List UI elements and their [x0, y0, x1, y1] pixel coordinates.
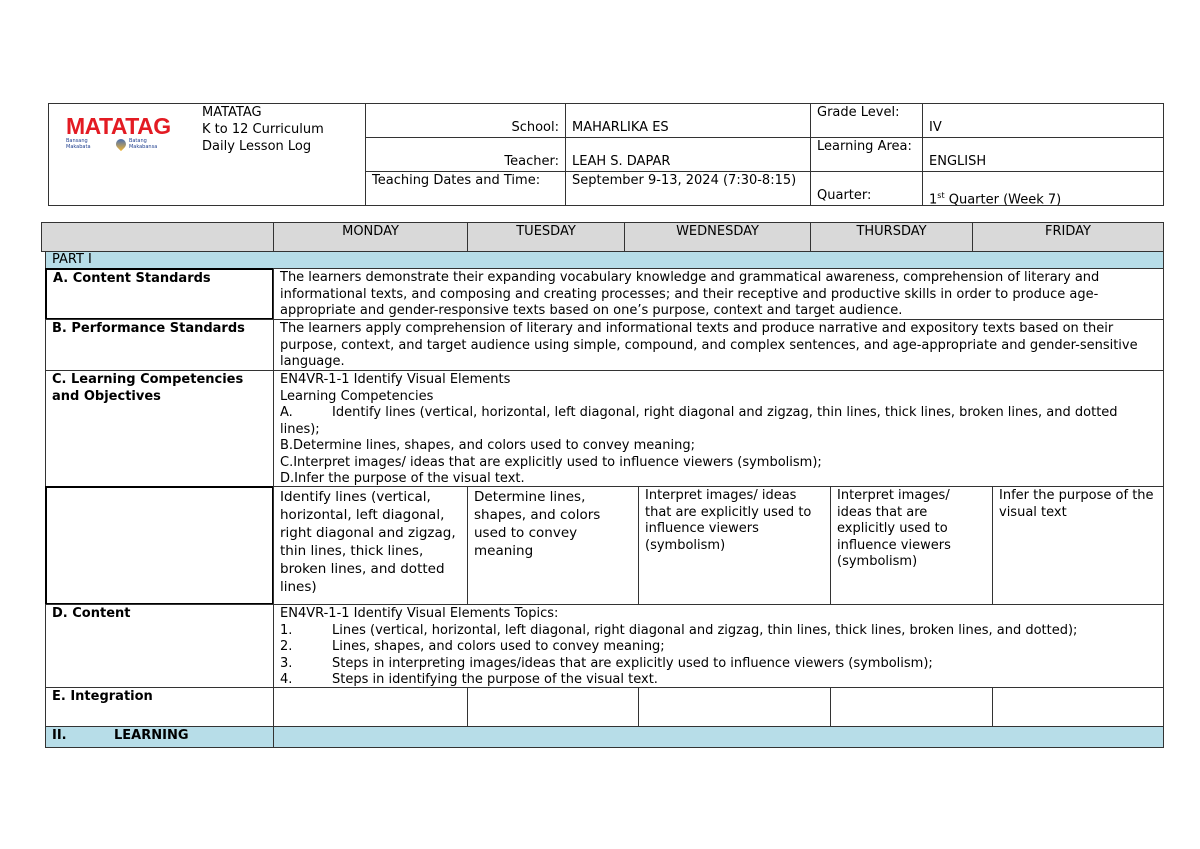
logo-wordmark: MATATAG [66, 113, 171, 139]
competency-c: C.Interpret images/ ideas that are expli… [280, 454, 822, 470]
dates-label: Teaching Dates and Time: [365, 171, 566, 206]
content-standards-label: A. Content Standards [45, 268, 274, 320]
school-label: School: [365, 103, 566, 138]
content-item: 1. Lines (vertical, horizontal, left diag… [280, 622, 1078, 638]
learning-row [273, 726, 1164, 748]
dates-value: September 9-13, 2024 (7:30-8:15) [565, 171, 811, 206]
quarter-value: 1st Quarter (Week 7) [922, 171, 1164, 206]
objective-monday: Identify lines (vertical, horizontal, le… [273, 486, 468, 605]
performance-standards-text: The learners apply comprehension of lite… [273, 319, 1164, 371]
teacher-label: Teacher: [365, 137, 566, 172]
objectives-empty-label [45, 486, 274, 605]
day-thursday: THURSDAY [810, 222, 973, 252]
content-item: 3. Steps in interpreting images/ideas tha… [280, 655, 933, 671]
day-monday: MONDAY [273, 222, 468, 252]
school-value: MAHARLIKA ES [565, 103, 811, 138]
quarter-label: Quarter: [810, 171, 923, 206]
matatag-logo: MATATAG Bansang Makabata Batang Makabansa [66, 113, 176, 152]
competency-heading: Learning Competencies [280, 388, 434, 404]
objective-thursday: Interpret images/ ideas that are explici… [830, 486, 993, 605]
objective-tuesday: Determine lines, shapes, and colors used… [467, 486, 639, 605]
integration-friday [992, 687, 1164, 727]
competency-a: A. Identify lines (vertical, horizontal, … [280, 405, 1118, 437]
integration-thursday [830, 687, 993, 727]
integration-wednesday [638, 687, 831, 727]
objective-friday: Infer the purpose of the visual text [992, 486, 1164, 605]
performance-standards-label: B. Performance Standards [45, 319, 274, 371]
content-item: 4. Steps in identifying the purpose of th… [280, 672, 658, 687]
competencies-text: EN4VR-1-1 Identify Visual Elements Learn… [273, 370, 1164, 487]
objective-wednesday: Interpret images/ ideas that are explici… [638, 486, 831, 605]
day-tuesday: TUESDAY [467, 222, 625, 252]
integration-monday [273, 687, 468, 727]
corner-cell [41, 222, 274, 252]
content-item: 2. Lines, shapes, and colors used to conv… [280, 639, 665, 654]
teacher-value: LEAH S. DAPAR [565, 137, 811, 172]
content-text: EN4VR-1-1 Identify Visual Elements Topic… [273, 604, 1164, 688]
competency-d: D.Infer the purpose of the visual text. [280, 471, 525, 486]
learning-label: II. LEARNING [45, 726, 274, 748]
integration-tuesday [467, 687, 639, 727]
competencies-label: C. Learning Competencies and Objectives [45, 370, 274, 487]
area-value: ENGLISH [922, 137, 1164, 172]
competency-code: EN4VR-1-1 Identify Visual Elements [280, 372, 511, 387]
content-label: D. Content [45, 604, 274, 688]
day-friday: FRIDAY [972, 222, 1164, 252]
area-label: Learning Area: [810, 137, 923, 172]
part-i-row: PART I [45, 251, 1164, 269]
competency-b: B.Determine lines, shapes, and colors us… [280, 438, 695, 453]
grade-value: IV [922, 103, 1164, 138]
title-line: Daily Lesson Log [202, 139, 312, 154]
integration-label: E. Integration [45, 687, 274, 727]
content-title: EN4VR-1-1 Identify Visual Elements Topic… [280, 606, 559, 621]
title-line: K to 12 Curriculum [202, 122, 324, 137]
logo-tagline: Bansang Makabata Batang Makabansa [66, 136, 158, 152]
title-line: MATATAG [202, 105, 262, 120]
day-wednesday: WEDNESDAY [624, 222, 811, 252]
doc-title: MATATAG K to 12 Curriculum Daily Lesson … [202, 104, 324, 155]
grade-label: Grade Level: [810, 103, 923, 138]
content-standards-text: The learners demonstrate their expanding… [273, 268, 1164, 320]
